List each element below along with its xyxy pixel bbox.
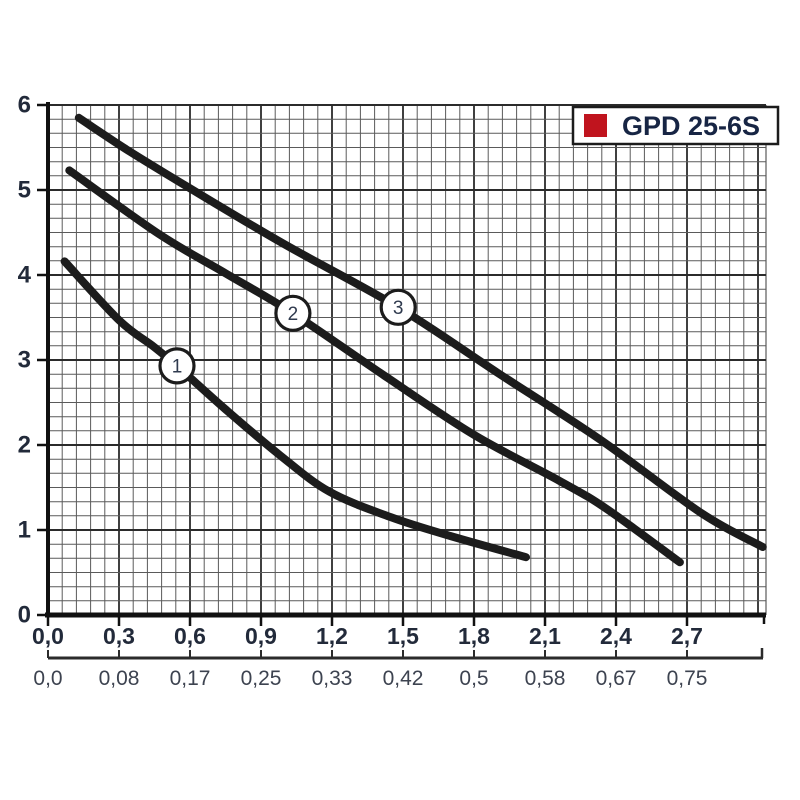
secondary-x-tick-label: 0,25: [241, 667, 282, 690]
x-tick-label: 0,0: [32, 623, 64, 649]
secondary-x-tick-label: 0,0: [33, 667, 62, 690]
secondary-x-tick-label: 0,17: [170, 667, 211, 690]
secondary-x-tick-label: 0,67: [596, 667, 637, 690]
secondary-x-tick-label: 0,33: [312, 667, 353, 690]
curve-marker-number-2: 2: [288, 304, 299, 325]
y-tick-label: 2: [18, 432, 31, 459]
secondary-x-tick-label: 0,42: [383, 667, 424, 690]
performance-curve-1: [60, 257, 530, 562]
legend-label: GPD 25-6S: [622, 111, 760, 141]
y-tick-label: 0: [18, 602, 31, 629]
curve-markers: 1 2 3: [158, 288, 417, 385]
curve-marker-circle-2: [274, 294, 312, 332]
curves: [60, 113, 767, 567]
performance-curve-2: [65, 166, 684, 567]
secondary-x-tick-label: 0,5: [459, 667, 488, 690]
secondary-x-tick-label: 0,58: [525, 667, 566, 690]
curve-marker-number-3: 3: [393, 298, 404, 319]
x-tick-label: 1,5: [387, 623, 419, 649]
axis-labels: 0 1 2 3 4 5 6 0,0 0,3 0,6 0,9 1,2 1,5 1,8 2,1 2,4 2,7 0,0…: [18, 92, 708, 691]
secondary-x-tick-label: 0,75: [667, 667, 708, 690]
curve-marker-circle-3: [379, 288, 417, 326]
performance-curve-3: [74, 113, 767, 551]
secondary-x-tick-label: 0,08: [99, 667, 140, 690]
y-tick-label: 5: [18, 177, 31, 204]
axes: [37, 102, 766, 660]
curve-marker-number-1: 1: [172, 356, 183, 377]
x-tick-label: 2,1: [529, 623, 561, 649]
legend-box: [571, 105, 780, 146]
y-tick-label: 6: [18, 92, 31, 119]
x-tick-label: 2,4: [600, 623, 632, 649]
x-tick-label: 1,2: [316, 623, 348, 649]
legend: GPD 25-6S: [571, 105, 780, 146]
curve-marker-circle-1: [158, 347, 196, 385]
y-tick-label: 3: [18, 347, 31, 374]
y-tick-label: 1: [18, 517, 31, 544]
x-tick-label: 0,3: [103, 623, 135, 649]
x-tick-label: 0,6: [174, 623, 206, 649]
x-tick-label: 2,7: [671, 623, 703, 649]
x-tick-label: 0,9: [245, 623, 277, 649]
x-tick-label: 1,8: [458, 623, 490, 649]
legend-red-swatch-icon: [584, 114, 607, 137]
grid: [48, 104, 767, 615]
y-tick-label: 4: [18, 262, 32, 289]
